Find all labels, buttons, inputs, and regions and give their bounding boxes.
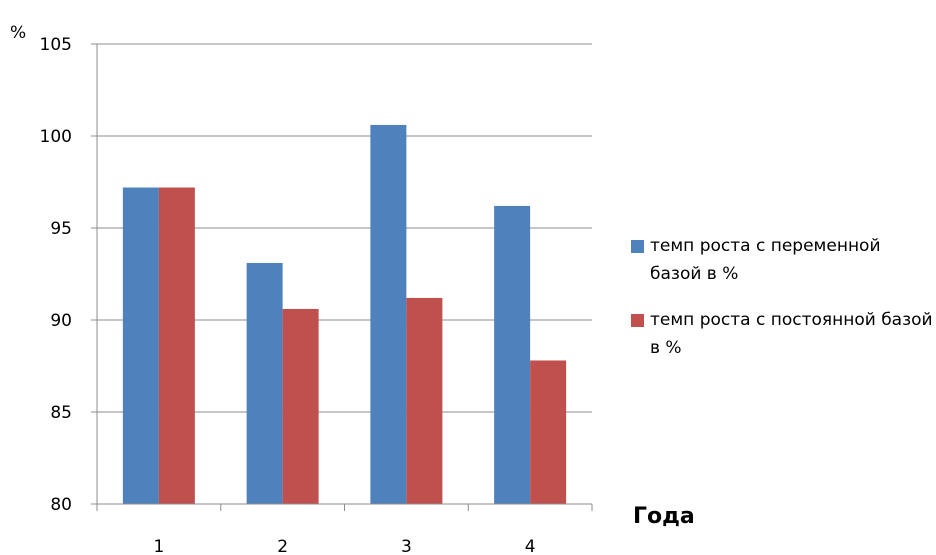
bar-series-1-cat-2: [246, 262, 283, 504]
legend-item-variable-base: темп роста с переменной базой в %: [628, 232, 933, 288]
x-tick-label: 3: [401, 537, 412, 555]
bar-series-2-cat-3: [406, 297, 443, 504]
bar-series-1-cat-3: [370, 124, 407, 505]
y-tick-label: 85: [50, 403, 72, 423]
x-tick-label: 1: [153, 537, 164, 555]
legend-item-constant-base: темп роста с постоянной базой в %: [628, 306, 933, 362]
y-axis-title: %: [10, 23, 26, 43]
legend: темп роста с переменной базой в % темп р…: [628, 232, 933, 380]
legend-label-variable-base: темп роста с переменной базой в %: [650, 236, 881, 284]
y-tick-label: 100: [40, 127, 72, 147]
y-tick-label: 105: [40, 35, 72, 55]
bar-series-1-cat-1: [122, 187, 159, 504]
x-tick-label: 2: [277, 537, 288, 555]
axes: [91, 43, 593, 511]
legend-label-constant-base: темп роста с постоянной базой в %: [650, 310, 933, 358]
x-axis-title: Года: [633, 504, 695, 529]
y-tick-labels: 80 85 90 95 100 105: [40, 35, 72, 515]
y-tick-label: 80: [50, 495, 72, 515]
x-tick-label: 4: [525, 537, 536, 555]
bars: [122, 124, 567, 505]
bar-series-2-cat-4: [530, 360, 567, 504]
x-tick-labels: 1 2 3 4: [153, 537, 535, 555]
y-tick-label: 90: [50, 311, 72, 331]
legend-swatch-variable-base: [631, 240, 644, 253]
legend-swatch-constant-base: [631, 314, 644, 327]
bar-series-1-cat-4: [494, 205, 531, 505]
bar-series-2-cat-1: [158, 187, 195, 504]
bar-series-2-cat-2: [282, 308, 319, 504]
y-tick-label: 95: [50, 219, 72, 239]
